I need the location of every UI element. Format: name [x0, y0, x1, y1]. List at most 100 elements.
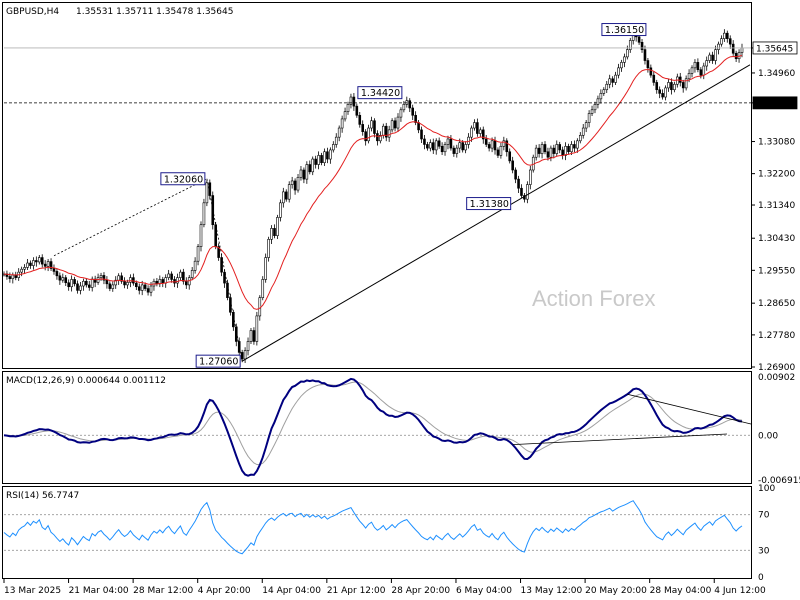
- candle: [511, 156, 514, 174]
- candle-body: [555, 144, 559, 154]
- candle: [420, 126, 423, 143]
- candle-body: [358, 114, 362, 125]
- rsi-tick-label: 0: [758, 573, 764, 583]
- candle: [93, 275, 97, 288]
- candle-body: [473, 122, 476, 129]
- candle: [370, 116, 373, 132]
- candle-body: [543, 144, 547, 153]
- candle: [578, 132, 582, 144]
- candle-body: [670, 82, 673, 91]
- candle: [90, 276, 94, 292]
- candle-body: [708, 54, 711, 61]
- price-panel-frame: [2, 2, 752, 369]
- candle-body: [537, 147, 541, 154]
- candle: [234, 323, 238, 347]
- candle-body: [311, 158, 315, 173]
- candle-body: [234, 326, 238, 342]
- candle-body: [117, 275, 120, 281]
- candle: [308, 160, 312, 175]
- candle: [376, 130, 379, 146]
- candle-body: [40, 257, 44, 265]
- candle-body: [82, 280, 85, 287]
- candle-body: [376, 133, 379, 142]
- annotation-text: 1.34420: [361, 88, 400, 99]
- candle: [499, 142, 503, 159]
- candle-body: [429, 142, 432, 149]
- candle-body: [340, 118, 344, 129]
- x-tick-label: 6 May 04:00: [456, 586, 512, 596]
- candle: [220, 253, 223, 277]
- candle: [393, 117, 397, 132]
- candle-body: [193, 260, 197, 271]
- candle-body: [723, 32, 726, 39]
- candle-body: [596, 98, 600, 105]
- candle-body: [140, 284, 144, 291]
- candle-body: [361, 124, 365, 132]
- candle-body: [252, 330, 256, 342]
- candle: [549, 145, 553, 162]
- x-tick-label: 14 Apr 04:00: [262, 586, 321, 596]
- candle-body: [617, 67, 620, 76]
- candle: [202, 198, 206, 228]
- candle: [108, 281, 112, 292]
- candle-body: [655, 82, 659, 91]
- candle-body: [135, 282, 138, 288]
- candle-body: [111, 284, 115, 289]
- current-price-tag: 1.35645: [752, 41, 798, 54]
- macd-signal-line: [3, 381, 743, 466]
- candle: [728, 35, 732, 49]
- candle-body: [479, 129, 482, 134]
- candle: [261, 276, 265, 301]
- candle-body: [8, 276, 12, 280]
- price-tick-label: 1.30430: [758, 234, 795, 244]
- candle: [443, 141, 447, 156]
- candle: [473, 119, 476, 131]
- candle: [543, 141, 547, 155]
- candle-body: [434, 140, 438, 151]
- candle: [23, 264, 26, 274]
- candle: [167, 269, 170, 281]
- candle: [702, 62, 706, 80]
- candle: [452, 145, 456, 157]
- candle-body: [349, 96, 353, 105]
- symbol-label: GBPUSD,H4: [6, 7, 59, 17]
- candle-body: [296, 176, 300, 191]
- axis-tag-text: 1.34140: [756, 99, 793, 109]
- candle-body: [584, 122, 588, 129]
- candle-body: [129, 277, 132, 283]
- candle: [114, 276, 118, 289]
- candle-body: [211, 195, 215, 226]
- candle: [311, 156, 315, 176]
- candle-body: [605, 83, 609, 91]
- candle-body: [108, 283, 112, 289]
- projection-line: [206, 178, 243, 362]
- candle: [314, 155, 317, 169]
- candle-body: [79, 285, 82, 291]
- candle-body: [440, 145, 444, 153]
- candle: [293, 178, 297, 195]
- candle-body: [173, 279, 176, 284]
- candle: [573, 140, 576, 153]
- candle: [237, 337, 241, 355]
- candle: [332, 141, 335, 153]
- candle: [196, 244, 200, 266]
- candle-body: [443, 144, 447, 153]
- candle-body: [626, 49, 629, 58]
- price-annotation: 1.27060: [195, 354, 241, 368]
- price-tick-label: 1.29550: [758, 266, 795, 276]
- candle: [329, 147, 332, 164]
- candle-body: [249, 330, 253, 342]
- candle: [379, 131, 382, 144]
- candle: [143, 282, 147, 292]
- candle-body: [699, 69, 703, 76]
- candle: [587, 110, 591, 128]
- candle-body: [470, 127, 473, 138]
- candle: [164, 274, 168, 288]
- candle: [414, 111, 417, 126]
- candle-body: [578, 135, 582, 142]
- candle-body: [481, 129, 485, 140]
- annotation-box: [601, 23, 647, 37]
- candle-body: [734, 52, 738, 60]
- candle-body: [720, 38, 723, 45]
- candle-body: [608, 78, 611, 85]
